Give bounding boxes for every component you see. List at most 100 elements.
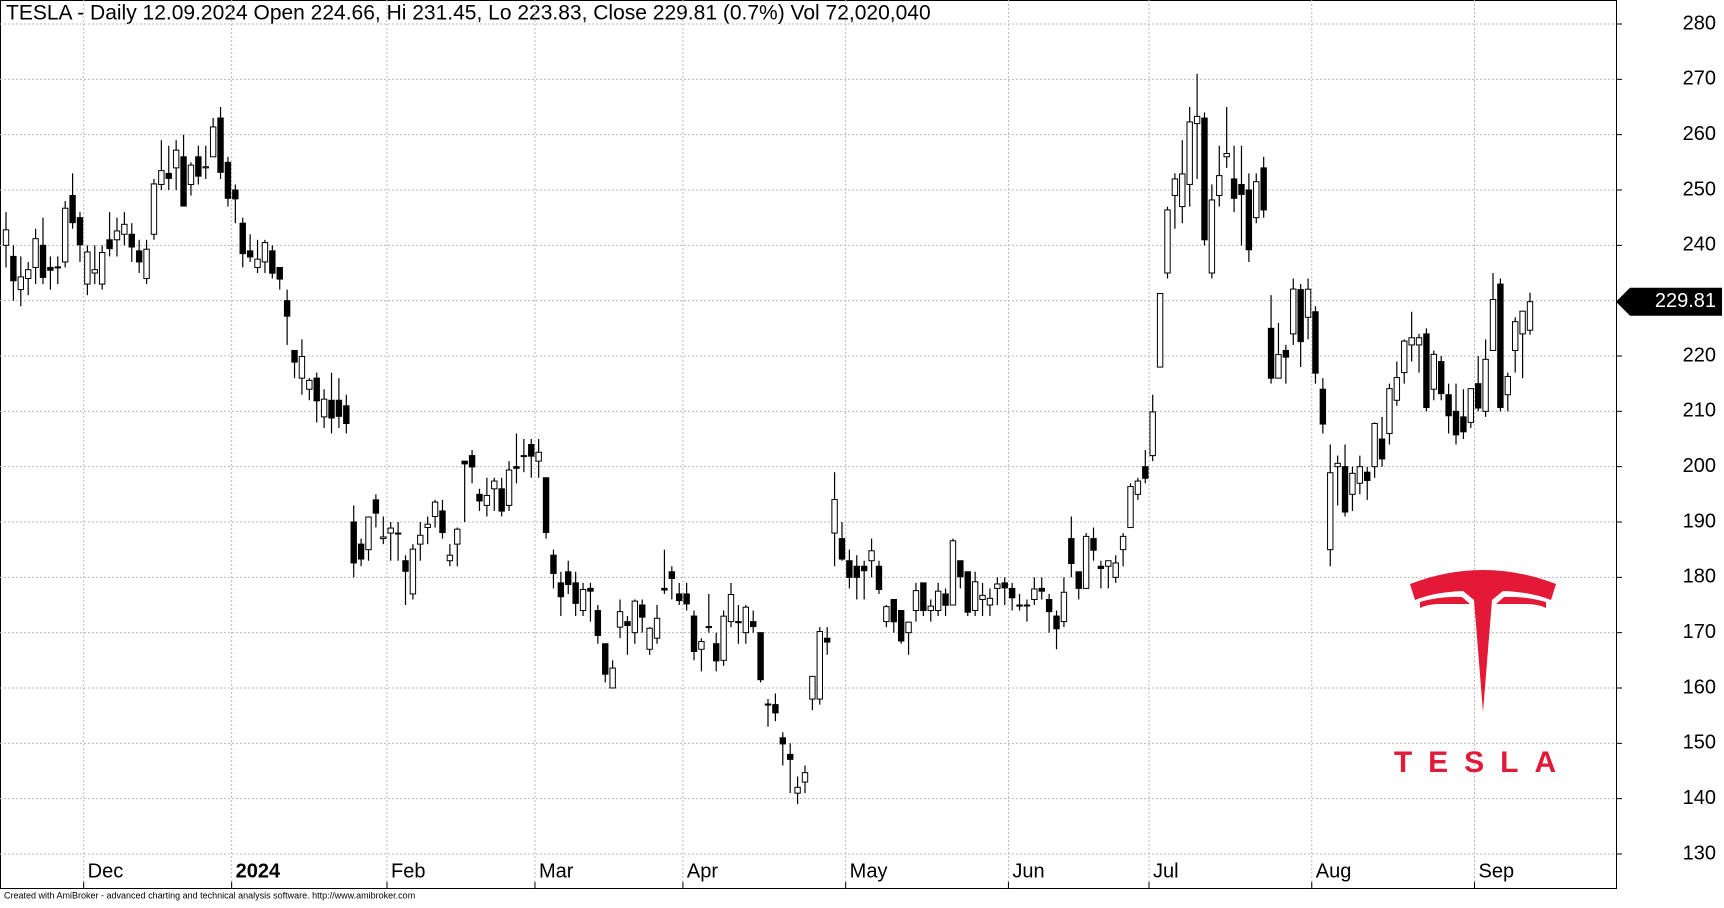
candle-body	[1445, 394, 1452, 417]
chart-title: TESLA - Daily 12.09.2024 Open 224.66, Hi…	[6, 2, 931, 25]
candle-body	[98, 252, 106, 285]
candle-body	[1364, 471, 1371, 482]
candle-body	[594, 610, 602, 636]
y-tick-label: 220	[1683, 344, 1716, 366]
candle-body	[720, 615, 727, 661]
candle-body	[1371, 423, 1378, 468]
x-tick-label: Jul	[1153, 860, 1179, 882]
candle-body	[846, 560, 853, 578]
candle-body	[246, 250, 254, 258]
candle-body	[372, 499, 380, 514]
x-tick-label: Feb	[391, 860, 425, 882]
candle-body	[1060, 591, 1068, 623]
candle-body	[328, 399, 335, 419]
candle-body	[868, 550, 875, 562]
last-price-label: 229.81	[1655, 290, 1716, 312]
candle-body	[809, 675, 816, 700]
candle-body	[1245, 189, 1253, 251]
candle-body	[542, 477, 550, 534]
candle-body	[217, 117, 224, 173]
x-tick-label: Dec	[88, 860, 124, 882]
candle-body	[380, 536, 387, 540]
x-tick-label: 2024	[236, 860, 281, 882]
candle-body	[698, 641, 705, 650]
candle-body	[579, 589, 587, 612]
candle-body	[209, 126, 217, 158]
candle-body	[350, 521, 357, 564]
candle-body	[439, 510, 446, 534]
logo-accent	[1420, 596, 1546, 608]
candle-body	[535, 451, 542, 462]
candle-body	[890, 598, 897, 623]
candle-body	[1467, 388, 1475, 423]
candle-body	[661, 587, 668, 591]
candle-body	[1526, 301, 1534, 331]
candle-body	[994, 583, 1001, 589]
candle-body	[764, 703, 772, 706]
candle-body	[727, 593, 735, 623]
y-tick-label: 260	[1683, 123, 1716, 145]
candle-body	[1304, 288, 1312, 318]
candle-body	[505, 469, 513, 506]
candle-body	[1319, 388, 1327, 425]
candle-body	[1068, 538, 1075, 564]
candle-body	[276, 266, 283, 280]
candle-body	[180, 156, 187, 207]
candle-body	[550, 554, 557, 574]
candle-body	[1393, 377, 1401, 401]
candle-body	[1275, 354, 1282, 379]
candle-body	[1297, 289, 1304, 343]
candle-body	[1149, 411, 1156, 457]
x-tick-label: Aug	[1316, 860, 1352, 882]
candle-body	[24, 269, 32, 280]
candle-body	[1193, 115, 1201, 125]
candle-body	[1452, 410, 1460, 436]
candle-body	[1171, 178, 1179, 197]
candle-body	[742, 606, 750, 634]
candle-body	[2, 229, 10, 246]
candle-body	[135, 250, 143, 263]
candle-body	[402, 560, 409, 572]
candle-body	[195, 156, 202, 177]
candle-body	[957, 560, 964, 578]
candle-body	[786, 753, 794, 760]
candle-body	[461, 460, 468, 465]
candle-body	[76, 217, 84, 246]
candle-body	[394, 532, 402, 535]
candle-body	[735, 621, 742, 624]
x-tick-label: Mar	[539, 860, 574, 882]
candle-body	[454, 528, 461, 545]
candle-body	[1282, 349, 1290, 358]
candle-body	[84, 251, 91, 285]
candle-body	[165, 172, 172, 179]
candle-body	[202, 166, 209, 169]
candle-body	[609, 667, 616, 689]
candle-body	[409, 548, 417, 595]
candle-body	[498, 488, 505, 512]
x-tick-label: Sep	[1479, 860, 1515, 882]
candle-body	[121, 223, 128, 235]
logo-text: TESLA	[1394, 746, 1572, 779]
candle-body	[631, 600, 639, 634]
candle-body	[1038, 587, 1045, 592]
candle-body	[365, 516, 372, 551]
candle-body	[446, 554, 454, 562]
candle-body	[1230, 178, 1238, 199]
candle-body	[653, 617, 661, 639]
candle-body	[794, 786, 801, 794]
candle-body	[343, 405, 350, 425]
candle-body	[1090, 538, 1097, 551]
candle-body	[32, 238, 39, 268]
candle-body	[47, 266, 54, 271]
candle-body	[1475, 383, 1482, 409]
candle-body	[816, 631, 823, 700]
candle-body	[1334, 462, 1341, 468]
candle-body	[875, 565, 883, 591]
candle-body	[1408, 337, 1415, 346]
candle-body	[491, 480, 498, 490]
candle-body	[91, 269, 98, 274]
candle-body	[779, 737, 786, 745]
candle-body	[1260, 167, 1267, 211]
candle-body	[143, 248, 150, 280]
